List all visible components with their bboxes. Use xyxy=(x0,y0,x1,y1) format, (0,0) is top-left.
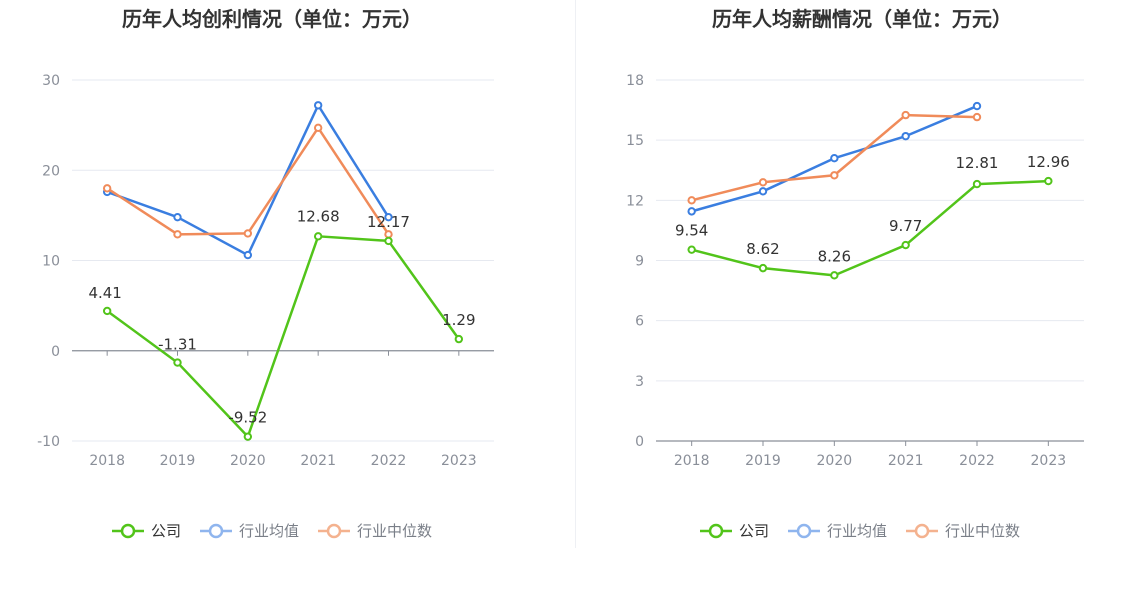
data-point xyxy=(173,230,182,239)
data-label: -1.31 xyxy=(158,336,197,354)
y-tick-label: 0 xyxy=(51,344,60,360)
data-point xyxy=(102,306,112,316)
panel-divider xyxy=(575,0,576,548)
x-tick-label: 2020 xyxy=(817,453,853,469)
data-point xyxy=(758,187,768,196)
series-line-0 xyxy=(106,235,460,438)
data-point xyxy=(243,432,253,441)
legend-marker xyxy=(796,523,812,539)
y-tick-label: 9 xyxy=(635,254,644,270)
legend-label: 公司 xyxy=(739,522,769,540)
legend-marker xyxy=(326,523,342,539)
data-point xyxy=(384,236,393,246)
x-tick-label: 2022 xyxy=(371,453,407,469)
data-point xyxy=(972,101,982,111)
data-point xyxy=(901,131,910,141)
data-point xyxy=(1044,176,1053,186)
x-tick-label: 2023 xyxy=(1031,453,1067,469)
data-point xyxy=(313,123,323,133)
legend-marker xyxy=(914,523,930,539)
data-label: 12.81 xyxy=(956,154,999,172)
data-point xyxy=(830,154,839,163)
data-point xyxy=(758,263,768,273)
data-point xyxy=(102,184,112,193)
legend-item-2: 行业中位数 xyxy=(318,522,432,540)
x-tick-label: 2018 xyxy=(674,453,710,469)
x-tick-label: 2018 xyxy=(89,453,125,469)
data-point xyxy=(384,230,393,239)
y-tick-label: 10 xyxy=(42,254,60,270)
legend-label: 公司 xyxy=(151,522,181,540)
legend-item-2: 行业中位数 xyxy=(906,522,1020,540)
salary-per-capita-chart: 历年人均薪酬情况（单位：万元） 0 3 6 9 12 15 18 2018 2019 2020 202… xyxy=(626,7,1084,540)
data-point xyxy=(830,171,839,180)
series-line-2 xyxy=(106,126,390,236)
data-point xyxy=(173,212,182,222)
x-tick-label: 2023 xyxy=(441,453,477,469)
x-tick-label: 2021 xyxy=(888,453,924,469)
data-label: 1.29 xyxy=(442,311,475,329)
legend-label: 行业中位数 xyxy=(945,522,1020,540)
x-tick-label: 2019 xyxy=(160,453,196,469)
data-point xyxy=(384,212,393,222)
data-label: 4.41 xyxy=(88,284,121,302)
x-tick-label: 2022 xyxy=(959,453,995,469)
chart-title: 历年人均薪酬情况（单位：万元） xyxy=(712,7,1012,31)
x-tick-label: 2019 xyxy=(745,453,781,469)
legend-label: 行业均值 xyxy=(827,522,887,540)
y-tick-label: 30 xyxy=(42,73,60,89)
y-tick-label: 15 xyxy=(626,133,644,149)
data-point xyxy=(901,110,910,120)
legend-label: 行业均值 xyxy=(239,522,299,540)
data-point xyxy=(972,179,982,189)
data-point xyxy=(687,245,696,254)
legend-item-0: 公司 xyxy=(112,522,181,540)
legend-item-1: 行业均值 xyxy=(788,522,887,540)
data-point xyxy=(972,112,982,122)
data-point xyxy=(454,334,464,344)
y-tick-label: 0 xyxy=(635,434,644,450)
data-point xyxy=(313,232,323,241)
data-label: 12.96 xyxy=(1027,153,1070,171)
data-point xyxy=(243,250,253,260)
series-line-0 xyxy=(691,179,1049,277)
data-point xyxy=(830,271,839,280)
data-point xyxy=(173,358,182,367)
data-label: 9.77 xyxy=(889,217,922,235)
data-point xyxy=(313,101,323,110)
profit-per-capita-chart: 历年人均创利情况（单位：万元） -10 0 10 20 30 2018 2019 2020 202… xyxy=(37,7,494,540)
legend-marker xyxy=(708,523,724,539)
data-label: -9.52 xyxy=(228,409,267,427)
legend-item-1: 行业均值 xyxy=(200,522,299,540)
data-point xyxy=(687,196,696,205)
legend-label: 行业中位数 xyxy=(357,522,432,540)
x-tick-label: 2020 xyxy=(230,453,266,469)
data-point xyxy=(758,178,768,187)
y-tick-label: -10 xyxy=(37,434,60,450)
chart-title: 历年人均创利情况（单位：万元） xyxy=(122,7,422,31)
legend-marker xyxy=(120,523,136,539)
y-tick-label: 12 xyxy=(626,193,644,209)
data-label: 9.54 xyxy=(675,222,708,240)
y-tick-label: 6 xyxy=(635,314,644,330)
data-point xyxy=(901,240,910,250)
y-tick-label: 20 xyxy=(42,163,60,179)
x-tick-label: 2021 xyxy=(300,453,336,469)
data-label: 8.26 xyxy=(818,247,851,265)
profit-per-capita-panel: 历年人均创利情况（单位：万元） -10 0 10 20 30 2018 2019 2020 202… xyxy=(37,7,494,540)
data-label: 12.17 xyxy=(367,213,410,231)
legend-item-0: 公司 xyxy=(700,522,769,540)
data-point xyxy=(243,229,253,238)
data-point xyxy=(687,207,696,216)
legend-marker xyxy=(208,523,224,539)
y-tick-label: 3 xyxy=(635,374,644,390)
data-label: 12.68 xyxy=(297,207,340,225)
data-label: 8.62 xyxy=(746,240,779,258)
y-tick-label: 18 xyxy=(626,73,644,89)
salary-per-capita-panel: 历年人均薪酬情况（单位：万元） 0 3 6 9 12 15 18 2018 2019 2020 202… xyxy=(576,0,1148,589)
